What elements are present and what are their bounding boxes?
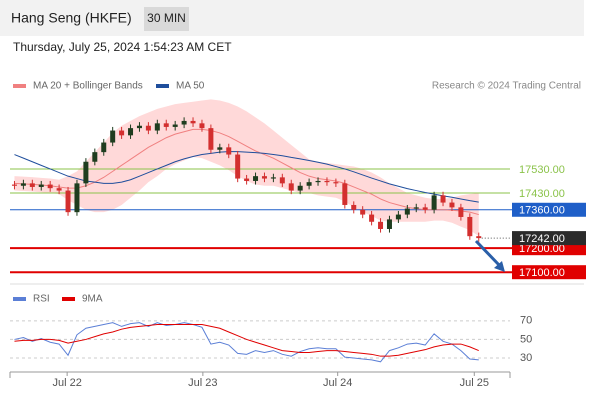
- level-label: 17200.00: [519, 243, 565, 255]
- candle-body: [65, 190, 71, 213]
- candle-body: [297, 185, 303, 191]
- interval-label[interactable]: 30 MIN: [147, 11, 186, 25]
- legend-label: MA 50: [176, 81, 205, 92]
- candle-body: [360, 209, 366, 215]
- candle-body: [47, 184, 53, 189]
- moving-average: [14, 151, 479, 203]
- y-tick-label: 30: [520, 352, 532, 364]
- legend-swatch: [13, 297, 26, 301]
- x-tick-label: Jul 24: [323, 377, 352, 389]
- candle-body: [378, 221, 384, 229]
- candle-body: [333, 182, 339, 184]
- candle-body: [449, 202, 455, 208]
- last-price-label: 17242.00: [519, 233, 565, 245]
- candle-body: [404, 208, 410, 215]
- candle-body: [386, 219, 392, 229]
- candle-body: [261, 176, 267, 179]
- level-label-box: [512, 265, 586, 280]
- legend-swatch: [62, 297, 75, 301]
- candle-body: [279, 177, 285, 184]
- candle-body: [56, 188, 62, 191]
- candle-body: [83, 161, 89, 184]
- level-label: 17430.00: [519, 188, 565, 200]
- timestamp: Thursday, July 25, 2024 1:54:23 AM CET: [13, 40, 232, 54]
- level-label: 17530.00: [519, 164, 565, 176]
- candle-body: [253, 176, 259, 181]
- legend-swatch: [13, 84, 26, 88]
- candle-body: [458, 207, 464, 217]
- candle-body: [244, 178, 250, 181]
- candle-body: [315, 180, 321, 183]
- last-price-box: [512, 231, 586, 246]
- candle-body: [440, 195, 446, 203]
- candle-body: [422, 207, 428, 210]
- candle-body: [154, 123, 160, 131]
- candle-body: [395, 214, 401, 220]
- candle-body: [199, 123, 205, 129]
- candle-body: [369, 214, 375, 222]
- candle-body: [226, 147, 232, 155]
- candle-body: [172, 124, 178, 127]
- level-label: 17100.00: [519, 267, 565, 279]
- candle-body: [351, 204, 357, 210]
- candle-body: [342, 183, 348, 205]
- level-label-box: [512, 202, 586, 217]
- level-label: 17360.00: [519, 205, 565, 217]
- candle-body: [306, 182, 312, 186]
- forecast-arrow: [474, 239, 502, 268]
- moving-average: [14, 128, 479, 216]
- candle-body: [190, 120, 196, 124]
- forecast-arrowhead: [494, 261, 505, 272]
- y-tick-label: 50: [520, 333, 532, 345]
- interval-button[interactable]: [144, 7, 189, 31]
- indicator-line: [14, 324, 479, 357]
- legend-label: 9MA: [82, 294, 103, 305]
- legend-label: RSI: [33, 294, 50, 305]
- candle-body: [101, 142, 107, 153]
- title: Hang Seng (HKFE): [11, 10, 132, 26]
- candle-body: [181, 120, 187, 125]
- x-tick-label: Jul 25: [460, 377, 489, 389]
- candle-body: [92, 152, 98, 162]
- candle-body: [208, 128, 214, 150]
- candle-body: [431, 195, 437, 210]
- legend-swatch: [156, 84, 169, 88]
- y-tick-label: 70: [520, 315, 532, 327]
- candle-body: [476, 236, 482, 239]
- candle-body: [119, 130, 125, 136]
- candle-body: [11, 184, 17, 186]
- candle-body: [145, 125, 151, 131]
- candle-body: [20, 183, 26, 186]
- credit: Research © 2024 Trading Central: [432, 81, 581, 92]
- candle-body: [38, 184, 44, 187]
- candle-body: [128, 128, 134, 136]
- candle-body: [235, 154, 241, 179]
- candle-body: [413, 207, 419, 209]
- candle-body: [324, 180, 330, 183]
- candle-body: [467, 216, 473, 237]
- candle-body: [136, 125, 142, 129]
- header-bar: [0, 0, 584, 36]
- x-tick-label: Jul 23: [188, 377, 217, 389]
- candle-body: [29, 183, 35, 187]
- candle-body: [270, 177, 276, 179]
- candle-body: [74, 183, 80, 213]
- candle-body: [163, 123, 169, 127]
- candle-body: [288, 183, 294, 191]
- x-tick-label: Jul 22: [52, 377, 81, 389]
- indicator-line: [14, 322, 479, 363]
- legend-label: MA 20 + Bollinger Bands: [33, 81, 143, 92]
- candle-body: [217, 147, 223, 150]
- candle-body: [110, 130, 116, 143]
